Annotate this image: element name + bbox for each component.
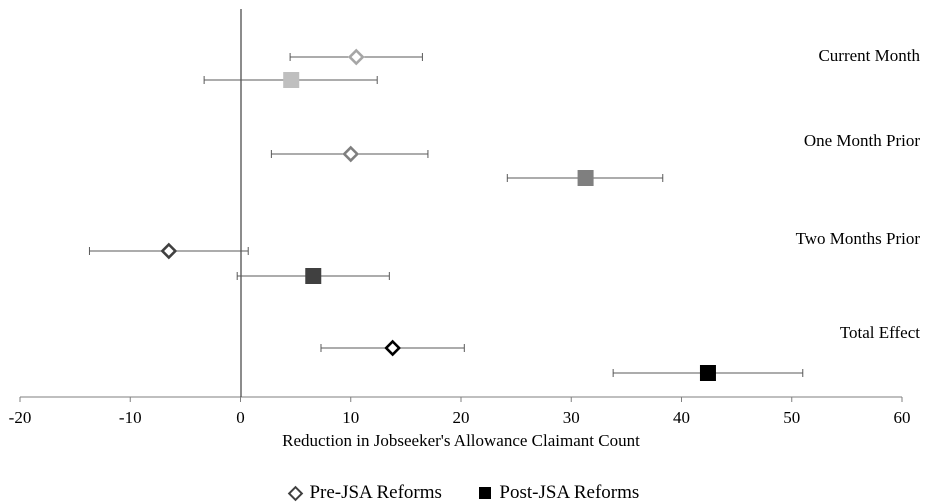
post-jsa-point [305,268,322,284]
legend-item-post: Post-JSA Reforms [478,481,640,504]
post-jsa-point [283,72,300,88]
category-label: Current Month [818,46,920,65]
pre-jsa-point [384,339,401,357]
category-label: Two Months Prior [796,229,921,248]
open-diamond-icon [287,485,303,501]
post-jsa-point [577,170,594,186]
x-tick-label: 60 [894,408,911,427]
filled-square-icon [478,486,491,499]
x-tick-label: 40 [673,408,690,427]
x-axis-label: Reduction in Jobseeker's Allowance Claim… [282,431,640,450]
x-tick-label: -20 [9,408,32,427]
x-tick-label: 0 [236,408,245,427]
category-label: Total Effect [840,323,920,342]
pre-jsa-point [342,145,360,163]
x-tick-label: 10 [342,408,359,427]
x-tick-label: -10 [119,408,142,427]
post-jsa-point [699,365,716,381]
pre-jsa-point [160,242,178,260]
legend: Pre-JSA Reforms Post-JSA Reforms [0,481,927,504]
legend-label-pre: Pre-JSA Reforms [309,481,442,503]
x-tick-label: 50 [783,408,800,427]
x-tick-label: 20 [453,408,470,427]
x-tick-label: 30 [563,408,580,427]
pre-jsa-point [347,48,365,66]
legend-label-post: Post-JSA Reforms [499,481,640,503]
legend-item-pre: Pre-JSA Reforms [287,481,442,504]
category-label: One Month Prior [804,131,921,150]
